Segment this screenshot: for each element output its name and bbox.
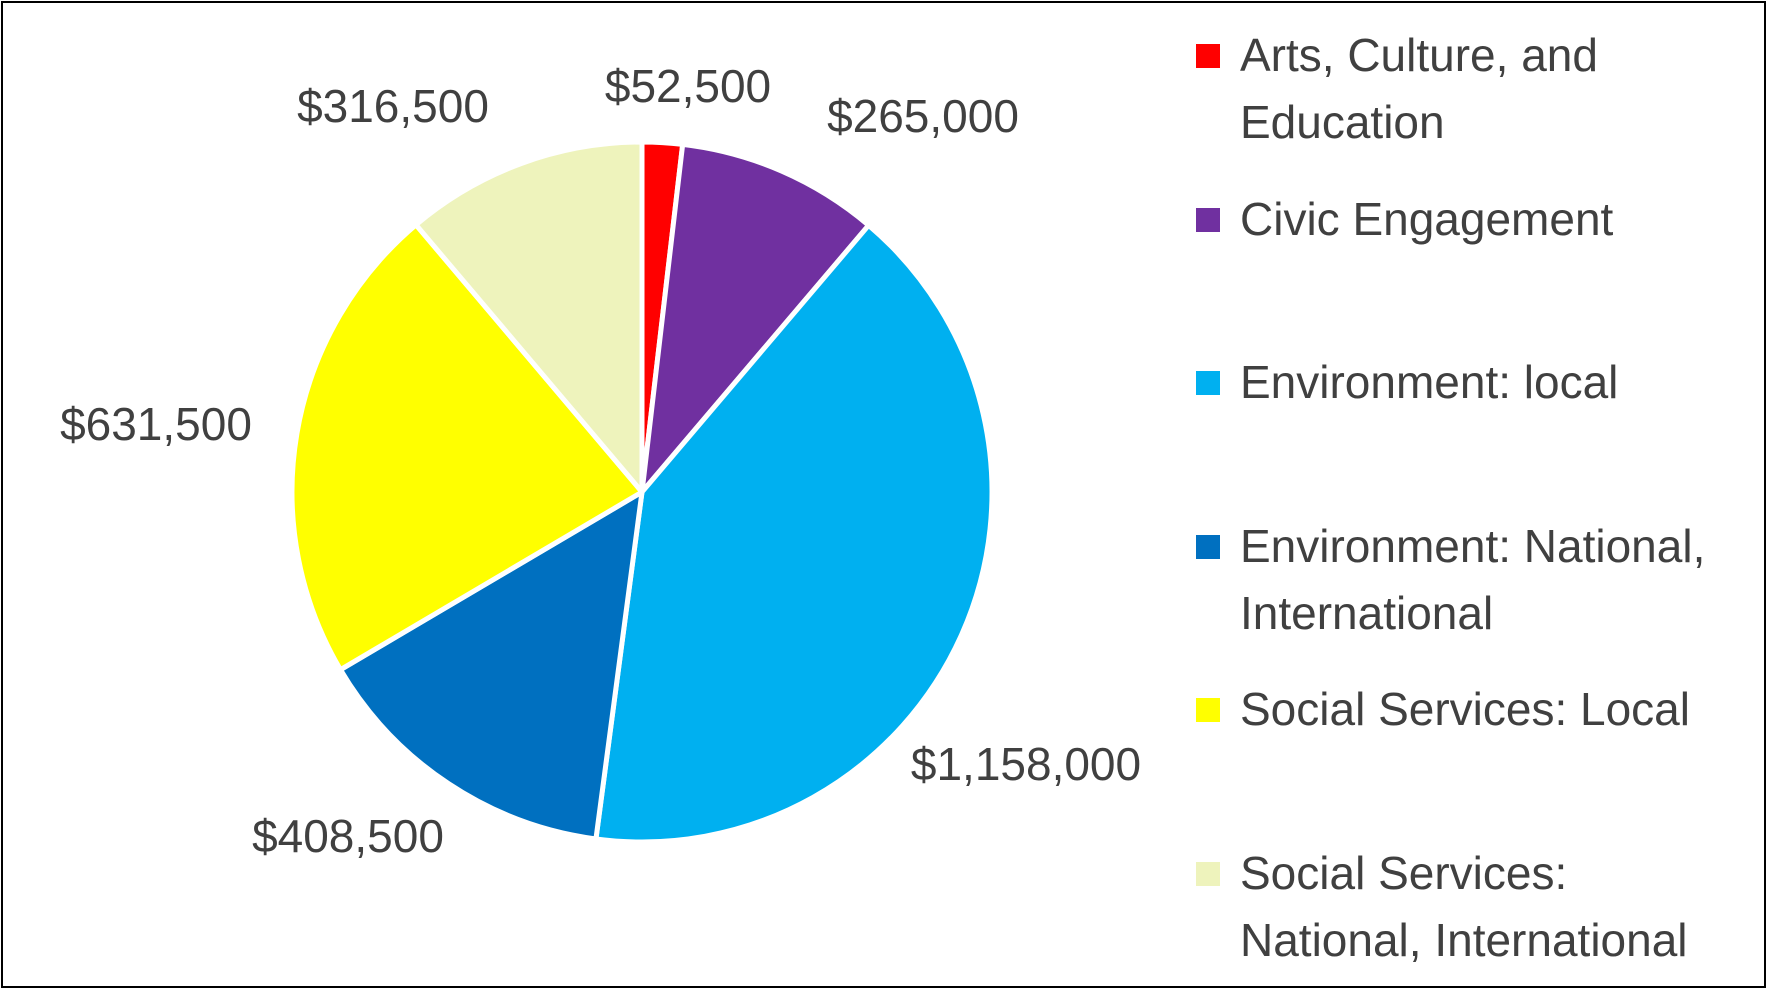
legend-label-4: Environment: National, International — [1240, 520, 1706, 639]
legend-label-6: Social Services: National, International — [1240, 847, 1688, 966]
legend-swatch-5 — [1196, 698, 1220, 722]
pie-slice-4 — [337, 489, 645, 842]
pie-slice-6 — [413, 139, 645, 495]
data-label-6: $316,500 — [297, 80, 489, 132]
pie-slice-2 — [639, 141, 872, 495]
legend-swatch-1 — [1196, 44, 1220, 68]
data-labels: $52,500 $265,000 $1,158,000 $408,500 $631,50… — [60, 60, 1141, 862]
data-label-3: $1,158,000 — [911, 738, 1141, 790]
legend-label-1: Arts, Culture, and Education — [1240, 29, 1598, 148]
legend-swatch-6 — [1196, 862, 1220, 886]
data-label-1: $52,500 — [605, 60, 771, 112]
legend-swatch-3 — [1196, 371, 1220, 395]
legend-label-3: Environment: local — [1240, 356, 1619, 408]
legend-swatch-4 — [1196, 535, 1220, 559]
data-label-2: $265,000 — [827, 90, 1019, 142]
data-label-5: $631,500 — [60, 398, 252, 450]
pie-slices — [289, 139, 995, 845]
data-label-4: $408,500 — [252, 810, 444, 862]
pie-slice-3 — [593, 222, 995, 845]
pie-slice-5 — [289, 222, 645, 673]
legend-label-2: Civic Engagement — [1240, 193, 1614, 245]
legend: Arts, Culture, and Education Civic Engagem… — [1196, 22, 1766, 982]
legend-label-5: Social Services: Local — [1240, 683, 1690, 735]
legend-swatch-2 — [1196, 208, 1220, 232]
